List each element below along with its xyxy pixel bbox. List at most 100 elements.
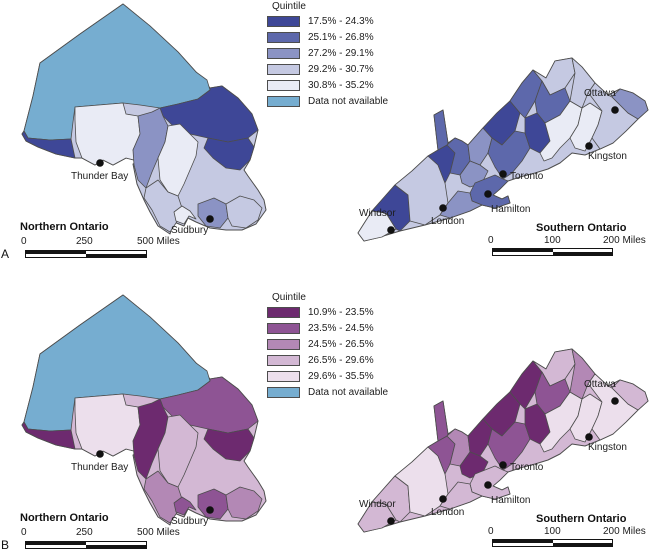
legend-item: 29.2% - 30.7%	[267, 61, 427, 77]
legend-swatch	[267, 338, 300, 350]
legend-label: Data not available	[308, 95, 389, 107]
sudbury-city-dot	[206, 215, 214, 223]
region-sudbury-blob	[173, 205, 197, 225]
legend-item: 27.2% - 29.1%	[267, 45, 427, 61]
sudbury-city-dot	[206, 506, 214, 514]
region-erie-mid	[439, 190, 483, 219]
region-toronto-district	[487, 421, 531, 471]
panel-b: Quintile 10.9% - 23.5% 23.5% - 24.5% 24.5%…	[0, 291, 650, 557]
windsor-label: Windsor	[359, 208, 396, 219]
london-city-dot	[439, 495, 447, 503]
legend-title: Quintile	[272, 292, 306, 303]
ottawa-city-dot	[611, 397, 619, 405]
south-scale-end: 200 Miles	[603, 526, 646, 537]
legend-item: 30.8% - 35.2%	[267, 77, 427, 93]
south-scale-mid: 100	[544, 526, 561, 537]
legend-swatch	[267, 47, 300, 59]
legend-label: 29.6% - 35.5%	[308, 370, 374, 382]
southern-ontario-title: Southern Ontario	[536, 513, 627, 525]
windsor-city-dot	[387, 517, 395, 525]
legend-item: 25.1% - 26.8%	[267, 29, 427, 45]
region-southwest-strip	[21, 421, 76, 450]
legend-label: 30.8% - 35.2%	[308, 79, 374, 91]
legend: Quintile 17.5% - 24.3% 25.1% - 26.8% 27.2%…	[267, 1, 427, 109]
north-scale-mid: 250	[76, 527, 93, 538]
ottawa-city-dot	[611, 106, 619, 114]
southern-ontario-map	[357, 57, 649, 242]
region-toronto-district	[487, 130, 531, 180]
region-central-district	[157, 414, 199, 488]
thunder-bay-label: Thunder Bay	[71, 171, 129, 182]
north-scale-bar	[25, 250, 147, 258]
legend-label: 27.2% - 29.1%	[308, 47, 374, 59]
panel-a: Quintile 17.5% - 24.3% 25.1% - 26.8% 27.2%…	[0, 0, 650, 266]
legend-label: 29.2% - 30.7%	[308, 63, 374, 75]
south-scale-mid: 100	[544, 235, 561, 246]
hamilton-city-dot	[484, 481, 492, 489]
south-scale-end: 200 Miles	[603, 235, 646, 246]
region-ottawa-north	[569, 348, 596, 400]
region-southeast-district	[225, 195, 263, 229]
legend: Quintile 10.9% - 23.5% 23.5% - 24.5% 24.5%…	[267, 292, 427, 400]
northern-ontario-map	[21, 294, 267, 526]
legend-items: 10.9% - 23.5% 23.5% - 24.5% 24.5% - 26.5% 2…	[267, 304, 427, 400]
legend-swatch	[267, 79, 300, 91]
northern-ontario-map	[21, 3, 267, 235]
legend-item: Data not available	[267, 384, 427, 400]
region-thunder-bay-district	[74, 393, 141, 457]
region-bruce-peninsula	[433, 109, 449, 151]
region-east-lower	[203, 137, 255, 171]
ottawa-label: Ottawa	[584, 379, 616, 390]
toronto-city-dot	[499, 170, 507, 178]
thunder-bay-label: Thunder Bay	[71, 462, 129, 473]
kingston-city-dot	[585, 433, 593, 441]
panel-letter: A	[1, 247, 10, 261]
sudbury-label: Sudbury	[171, 225, 209, 236]
region-central-column	[132, 107, 169, 189]
london-city-dot	[439, 204, 447, 212]
south-scale-zero: 0	[488, 235, 494, 246]
region-sudbury-blob	[173, 496, 197, 516]
north-scale-zero: 0	[21, 236, 27, 247]
legend-label: Data not available	[308, 386, 389, 398]
southern-ontario-map	[357, 348, 649, 533]
thunder-bay-city-dot	[96, 450, 104, 458]
south-scale-bar	[492, 248, 613, 256]
hamilton-label: Hamilton	[491, 204, 531, 215]
legend-item: 29.6% - 35.5%	[267, 368, 427, 384]
region-central-district	[157, 123, 199, 197]
legend-label: 10.9% - 23.5%	[308, 306, 374, 318]
legend-swatch	[267, 15, 300, 27]
north-scale-mid: 250	[76, 236, 93, 247]
region-sudbury-district	[197, 488, 229, 520]
toronto-label: Toronto	[510, 171, 544, 182]
southern-ontario-title: Southern Ontario	[536, 222, 627, 234]
legend-label: 17.5% - 24.3%	[308, 15, 374, 27]
legend-item: 24.5% - 26.5%	[267, 336, 427, 352]
thunder-bay-city-dot	[96, 159, 104, 167]
legend-swatch	[267, 63, 300, 75]
region-southwest-strip	[21, 130, 76, 159]
sudbury-label: Sudbury	[171, 516, 209, 527]
hamilton-label: Hamilton	[491, 495, 531, 506]
toronto-label: Toronto	[510, 462, 544, 473]
kingston-label: Kingston	[588, 151, 627, 162]
legend-item: 10.9% - 23.5%	[267, 304, 427, 320]
legend-item: 26.5% - 29.6%	[267, 352, 427, 368]
region-northeast-tip	[611, 88, 649, 120]
legend-label: 23.5% - 24.5%	[308, 322, 374, 334]
legend-swatch	[267, 386, 300, 398]
legend-label: 24.5% - 26.5%	[308, 338, 374, 350]
region-bruce-peninsula	[433, 400, 449, 442]
kingston-city-dot	[585, 142, 593, 150]
region-southeast-district	[225, 486, 263, 520]
legend-item: Data not available	[267, 93, 427, 109]
region-east-lower	[203, 428, 255, 462]
legend-title: Quintile	[272, 1, 306, 12]
northern-ontario-title: Northern Ontario	[20, 221, 109, 233]
ottawa-label: Ottawa	[584, 88, 616, 99]
legend-items: 17.5% - 24.3% 25.1% - 26.8% 27.2% - 29.1% 2…	[267, 13, 427, 109]
legend-item: 23.5% - 24.5%	[267, 320, 427, 336]
south-scale-bar	[492, 539, 613, 547]
legend-swatch	[267, 306, 300, 318]
